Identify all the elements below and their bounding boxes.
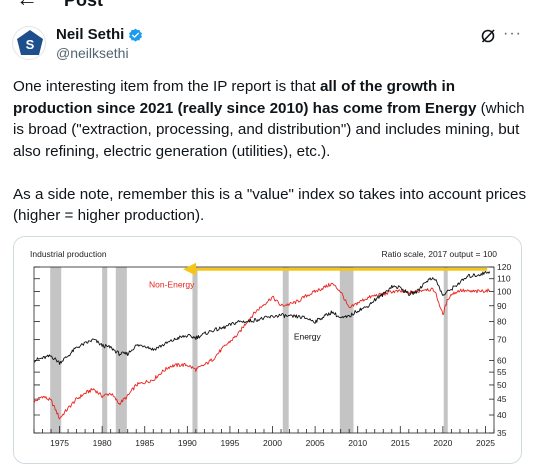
recession-bar <box>282 267 289 433</box>
y-tick-label: 70 <box>497 335 507 345</box>
post-paragraph-2: As a side note, remember this is a "valu… <box>13 185 527 225</box>
svg-text:S: S <box>26 37 35 52</box>
recession-bar <box>339 267 354 433</box>
y-tick-label: 90 <box>497 301 507 311</box>
industrial-production-chart: 35 40 45 50 55 60 70 80 90 100 110 120 1975 1980 1985… <box>14 237 521 463</box>
more-options-icon[interactable]: ··· <box>503 25 522 42</box>
y-tick-label: 55 <box>497 367 507 377</box>
recession-bar <box>192 267 198 433</box>
x-tick-label: 2025 <box>476 438 495 448</box>
x-tick-label: 2000 <box>263 438 282 448</box>
series-labels: Non-Energy Energy <box>149 280 321 342</box>
series-lines <box>33 270 491 420</box>
y-tick-label: 110 <box>497 274 511 284</box>
y-axis-ticks: 35 40 45 50 55 60 70 80 90 100 110 120 <box>489 262 511 438</box>
annotation-arrow-head <box>183 262 197 276</box>
x-axis-ticks: 1975 1980 1985 1990 1995 2000 2005 2010 2015 2020… <box>33 426 495 448</box>
header-title: Post <box>64 0 104 10</box>
author-name-row[interactable]: Neil Sethi <box>56 26 143 44</box>
recession-bar <box>102 267 108 433</box>
y-tick-label: 120 <box>497 262 511 272</box>
annotation-arrow <box>183 262 488 276</box>
post-media-chart[interactable]: 35 40 45 50 55 60 70 80 90 100 110 120 1975 1980 1985… <box>13 236 522 464</box>
post-p1-lead: One interesting item from the IP report … <box>13 78 320 95</box>
post-p1-tail: (which is broad ("extraction, processing… <box>13 99 525 160</box>
series-line-energy <box>33 270 491 365</box>
x-tick-label: 1990 <box>178 438 197 448</box>
chart-title: Industrial production <box>30 249 107 259</box>
x-tick-label: 2020 <box>433 438 452 448</box>
grok-icon[interactable] <box>480 28 496 44</box>
y-tick-label: 100 <box>497 287 511 297</box>
x-tick-label: 1980 <box>93 438 112 448</box>
back-arrow-icon[interactable]: ← <box>16 0 38 10</box>
author-display-name[interactable]: Neil Sethi <box>56 26 125 43</box>
avatar[interactable]: S <box>12 26 46 60</box>
y-tick-label: 40 <box>497 410 507 420</box>
recession-bar <box>443 267 448 433</box>
y-tick-label: 60 <box>497 355 507 365</box>
chart-background <box>14 237 521 463</box>
avatar-logo-icon: S <box>17 30 43 55</box>
series-label: Non-Energy <box>149 280 195 290</box>
recession-bar <box>115 267 127 433</box>
recession-bars <box>50 267 448 433</box>
y-tick-label: 50 <box>497 380 507 390</box>
x-tick-label: 2015 <box>391 438 410 448</box>
x-tick-label: 2010 <box>348 438 367 448</box>
y-tick-label: 45 <box>497 394 507 404</box>
y-tick-label: 35 <box>497 428 507 438</box>
x-tick-label: 1995 <box>220 438 239 448</box>
chart-subtitle: Ratio scale, 2017 output = 100 <box>381 249 497 259</box>
author-handle[interactable]: @neilksethi <box>56 45 129 61</box>
left-axis-ticks <box>34 266 40 434</box>
x-tick-label: 2005 <box>306 438 325 448</box>
series-label: Energy <box>294 332 322 342</box>
post-header: ← Post <box>0 0 538 12</box>
post-paragraph-1: One interesting item from the IP report … <box>13 76 528 162</box>
x-tick-label: 1985 <box>135 438 154 448</box>
post-p1-bold: all of the growth in production since 20… <box>13 78 477 117</box>
y-tick-label: 80 <box>497 317 507 327</box>
verified-badge-icon <box>129 28 143 42</box>
post-text: One interesting item from the IP report … <box>13 76 528 248</box>
recession-bar <box>50 267 62 433</box>
x-tick-label: 1975 <box>50 438 69 448</box>
